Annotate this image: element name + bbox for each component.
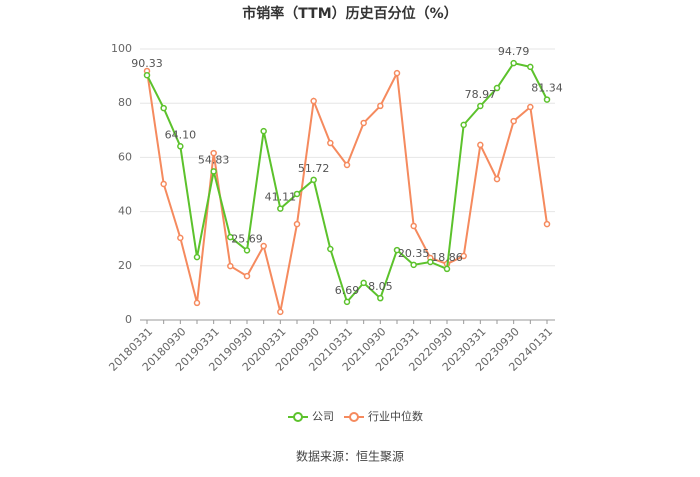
point — [377, 102, 384, 110]
point — [510, 59, 517, 67]
point — [343, 298, 351, 306]
point — [460, 252, 467, 260]
y-tick-label: 40 — [118, 205, 132, 218]
data-label: 20.35 — [398, 247, 430, 260]
point — [160, 104, 167, 112]
legend-marker — [349, 412, 359, 422]
point — [260, 127, 267, 135]
data-label: 51.72 — [298, 162, 330, 175]
point — [360, 119, 367, 127]
point — [460, 121, 467, 129]
source: 数据来源：恒生聚源 — [296, 449, 404, 464]
point — [293, 190, 301, 198]
chart-title: 市销率（TTM）历史百分位（%） — [242, 5, 457, 22]
point — [193, 299, 201, 307]
point — [477, 102, 484, 110]
point — [493, 84, 501, 92]
point — [243, 272, 251, 280]
point — [210, 168, 217, 175]
data-label: 18.86 — [431, 251, 463, 264]
point — [277, 308, 284, 316]
point — [160, 180, 167, 188]
point — [427, 258, 434, 266]
data-label: 94.79 — [498, 45, 530, 58]
point — [393, 69, 401, 77]
point — [227, 262, 234, 270]
y-tick-label: 0 — [125, 313, 132, 326]
point — [527, 103, 534, 111]
legend-label: 公司 — [312, 410, 334, 423]
data-label: 41.11 — [265, 191, 297, 204]
point — [310, 97, 317, 105]
point — [510, 117, 517, 125]
point — [260, 242, 267, 250]
point — [177, 234, 184, 242]
point — [327, 139, 334, 147]
point — [377, 294, 384, 302]
point — [543, 220, 551, 228]
legend-marker — [293, 412, 303, 422]
point — [410, 261, 417, 269]
point — [343, 161, 351, 169]
y-tick-label: 20 — [118, 259, 132, 272]
point — [193, 253, 201, 261]
point — [410, 222, 417, 230]
point — [393, 246, 401, 254]
point — [227, 233, 234, 241]
data-label: 90.33 — [131, 57, 163, 70]
y-tick-label: 60 — [118, 150, 132, 163]
point — [293, 220, 301, 228]
point — [493, 175, 501, 183]
point — [277, 205, 284, 212]
point — [527, 63, 534, 71]
point — [443, 265, 451, 273]
y-tick-label: 80 — [118, 96, 132, 109]
data-label: 64.10 — [165, 128, 197, 141]
point — [243, 247, 251, 254]
data-label: 81.34 — [531, 82, 563, 95]
point — [143, 71, 151, 79]
y-tick-label: 100 — [111, 42, 132, 55]
point — [360, 279, 367, 287]
data-label: 6.69 — [335, 284, 360, 297]
data-label: 25.69 — [231, 232, 263, 245]
series-line — [146, 69, 548, 313]
point — [477, 141, 484, 149]
data-label: 8.05 — [368, 280, 393, 293]
point — [327, 245, 334, 253]
point — [310, 176, 317, 184]
data-label: 78.97 — [465, 88, 497, 101]
legend-label: 行业中位数 — [368, 409, 423, 423]
point — [177, 143, 184, 150]
point — [543, 96, 551, 103]
point — [210, 149, 217, 157]
data-label: 54.83 — [198, 153, 230, 166]
